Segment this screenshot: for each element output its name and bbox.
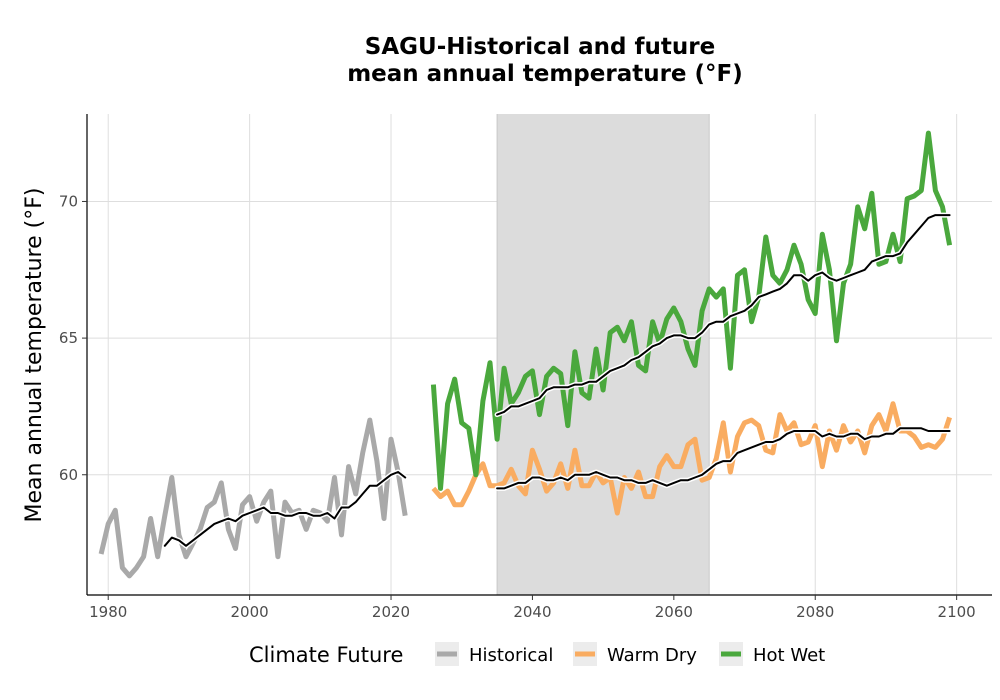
legend-title: Climate Future <box>249 643 403 667</box>
y-tick-label: 60 <box>59 466 78 484</box>
x-tick-label: 2040 <box>513 603 551 621</box>
warm-dry-series-line <box>431 401 952 516</box>
chart-title-line-1: SAGU-Historical and future <box>365 34 715 60</box>
shaded-region <box>496 114 710 595</box>
series-lines <box>98 130 953 579</box>
shaded-period <box>497 114 710 595</box>
x-tick-label: 2100 <box>938 603 976 621</box>
x-tick-label: 1980 <box>89 603 127 621</box>
legend-label-warm-dry: Warm Dry <box>607 645 697 666</box>
historical-series-line <box>98 417 408 579</box>
chart-title-line-2: mean annual temperature (°F) <box>347 61 743 87</box>
legend: Climate Future Historical Warm Dry Hot Wet <box>249 642 825 667</box>
tick-labels: 1980 2000 2020 2040 2060 2080 2100 60 65 70 <box>59 192 976 621</box>
y-tick-label: 70 <box>59 192 78 210</box>
hot-wet-10-yr-mean-line <box>496 214 951 416</box>
warm-dry-10-yr-mean-line <box>496 427 951 490</box>
x-tick-label: 2000 <box>231 603 269 621</box>
hot-wet-series-line <box>430 130 953 491</box>
x-tick-label: 2080 <box>796 603 834 621</box>
x-tick-label: 2060 <box>655 603 693 621</box>
historical-10-yr-mean-line <box>163 471 407 547</box>
y-axis-title: Mean annual temperature (°F) <box>22 188 47 523</box>
x-tick-label: 2020 <box>372 603 410 621</box>
legend-label-hot-wet: Hot Wet <box>753 645 825 666</box>
legend-label-historical: Historical <box>469 645 553 666</box>
axes <box>86 114 992 596</box>
y-tick-label: 65 <box>59 329 78 347</box>
